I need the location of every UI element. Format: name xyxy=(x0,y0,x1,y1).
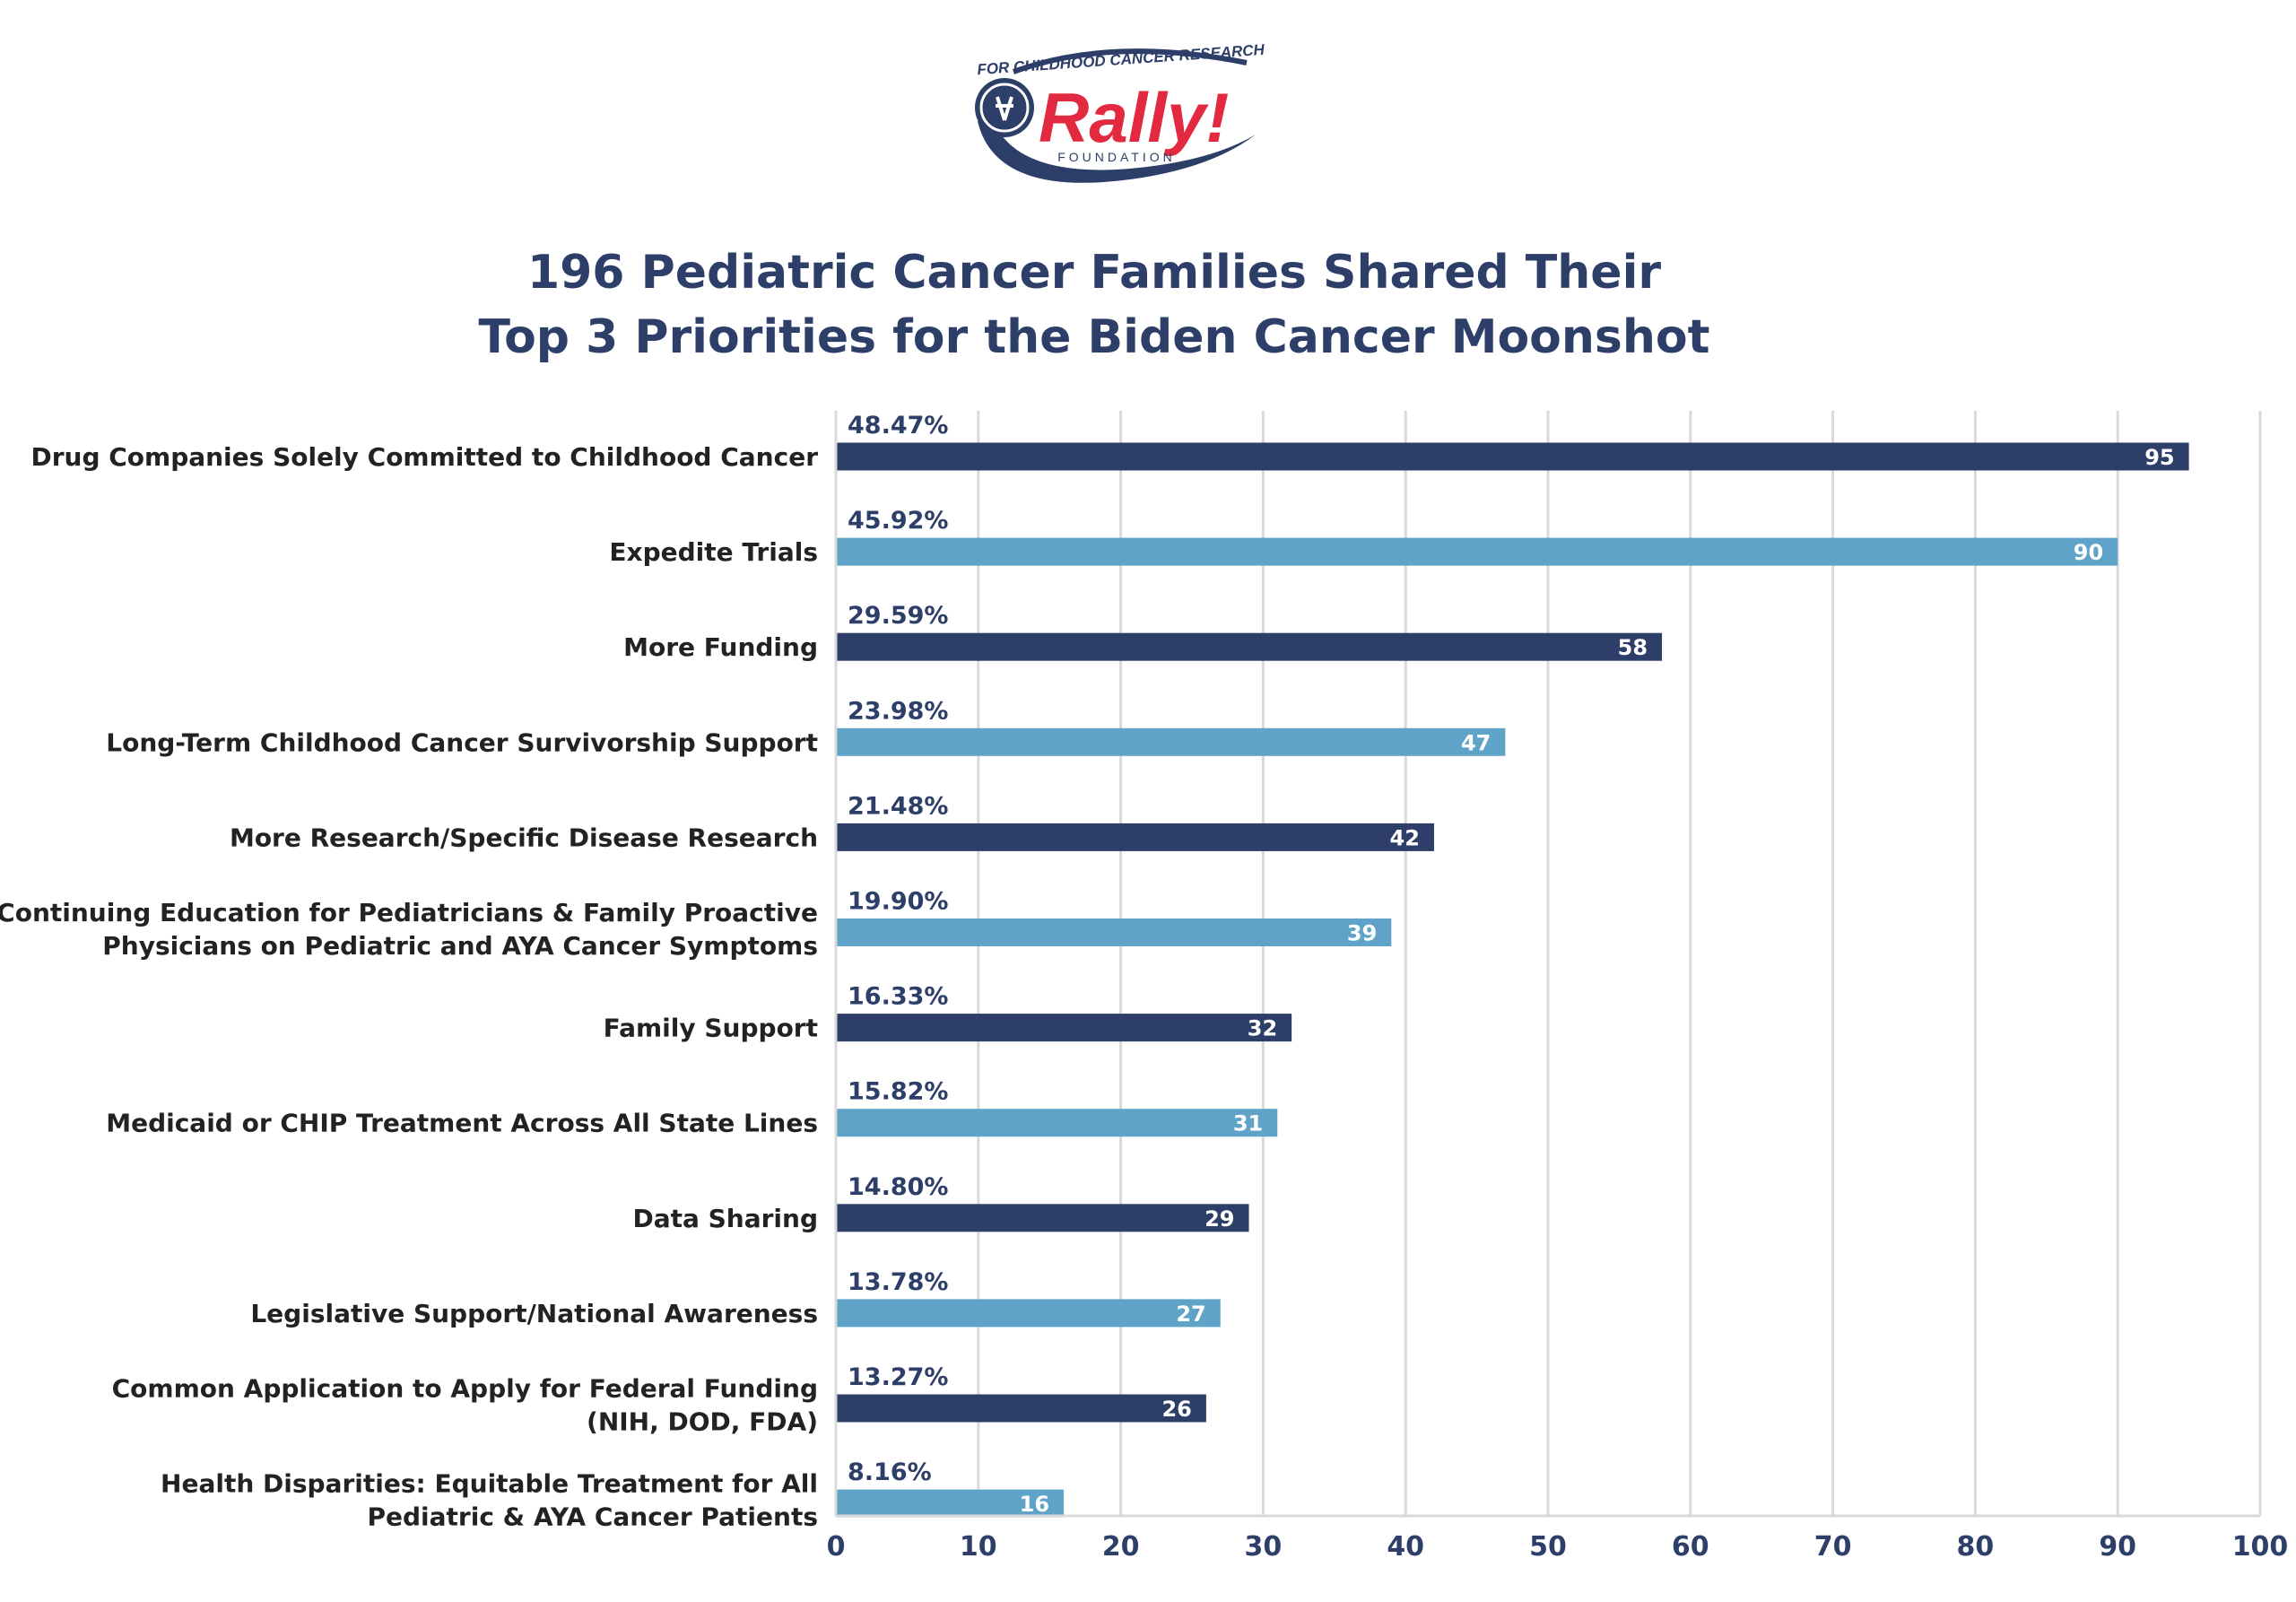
bar xyxy=(836,919,1392,946)
category-label: Common Application to Apply for Federal … xyxy=(112,1374,818,1404)
category-label: Long-Term Childhood Cancer Survivorship … xyxy=(106,727,818,757)
category-label: Expedite Trials xyxy=(609,537,818,567)
bar xyxy=(836,632,1663,661)
bar xyxy=(836,1394,1206,1423)
bar xyxy=(836,442,2189,471)
x-tick-label: 100 xyxy=(2232,1531,2289,1563)
bar-value-label: 90 xyxy=(2074,540,2103,565)
bar xyxy=(836,823,1434,851)
bar xyxy=(836,727,1506,756)
category-label: More Funding xyxy=(623,632,818,662)
bar-value-label: 32 xyxy=(1248,1016,1277,1041)
bar xyxy=(836,1299,1221,1328)
percent-label: 19.90% xyxy=(848,888,948,916)
x-tick-label: 40 xyxy=(1387,1531,1424,1563)
bar-value-label: 31 xyxy=(1233,1111,1263,1136)
percent-label: 23.98% xyxy=(848,697,948,725)
bar xyxy=(836,537,2118,566)
percent-label: 14.80% xyxy=(848,1173,948,1201)
bar-value-label: 42 xyxy=(1390,825,1420,850)
bar xyxy=(836,1489,1065,1518)
bar-value-label: 39 xyxy=(1347,921,1377,946)
category-label: More Research/Specific Disease Research xyxy=(230,823,818,852)
bar-value-label: 29 xyxy=(1205,1206,1234,1232)
category-label: Legislative Support/National Awareness xyxy=(250,1299,818,1328)
x-tick-label: 70 xyxy=(1814,1531,1852,1563)
gridlines xyxy=(977,411,2262,1516)
bar xyxy=(836,1014,1292,1042)
bar-value-label: 26 xyxy=(1161,1397,1191,1422)
bar-value-label: 16 xyxy=(1020,1492,1049,1517)
chart-title: 196 Pediatric Cancer Families Shared The… xyxy=(0,240,2188,370)
x-tick-label: 60 xyxy=(1672,1531,1709,1563)
bar xyxy=(836,1109,1278,1137)
bar-value-label: 58 xyxy=(1618,635,1648,660)
x-tick-label: 80 xyxy=(1957,1531,1995,1563)
logo-wordmark: Rally! xyxy=(1039,78,1229,157)
x-axis: 0 10 20 30 40 50 60 70 80 90 100 xyxy=(827,411,2289,1563)
x-tick-label: 0 xyxy=(827,1531,846,1563)
percent-label: 8.16% xyxy=(848,1458,932,1486)
chart-title-line-2: Top 3 Priorities for the Biden Cancer Mo… xyxy=(478,310,1710,364)
category-label: Pediatric & AYA Cancer Patients xyxy=(368,1502,819,1532)
category-label: Continuing Education for Pediatricians &… xyxy=(0,898,818,927)
percent-label: 16.33% xyxy=(848,983,948,1011)
category-label: Family Support xyxy=(604,1014,818,1043)
x-tick-label: 10 xyxy=(960,1531,997,1563)
logo-arc xyxy=(1012,48,1248,74)
bar-value-label: 27 xyxy=(1176,1302,1205,1327)
category-label: Data Sharing xyxy=(632,1204,818,1233)
x-tick-label: 30 xyxy=(1245,1531,1283,1563)
x-tick-label: 50 xyxy=(1529,1531,1567,1563)
percent-label: 13.78% xyxy=(848,1268,948,1296)
bars: 95 48.47% Drug Companies Solely Committed … xyxy=(0,412,2189,1532)
percent-label: 15.82% xyxy=(848,1078,948,1106)
logo-swoosh xyxy=(978,121,1256,183)
rally-foundation-logo: FOR CHILDHOOD CANCER RESEARCH Rally! FOU… xyxy=(975,41,1265,183)
percent-label: 29.59% xyxy=(848,602,948,630)
category-label: Medicaid or CHIP Treatment Across All St… xyxy=(106,1109,818,1138)
category-label: Health Disparities: Equitable Treatment … xyxy=(161,1469,818,1499)
chart-title-line-1: 196 Pediatric Cancer Families Shared The… xyxy=(526,246,1662,300)
x-tick-label: 90 xyxy=(2099,1531,2136,1563)
bar xyxy=(836,1204,1249,1232)
percent-label: 13.27% xyxy=(848,1363,948,1391)
category-label: Physicians on Pediatric and AYA Cancer S… xyxy=(102,931,818,961)
percent-label: 45.92% xyxy=(848,507,948,535)
percent-label: 21.48% xyxy=(848,792,948,820)
bar-value-label: 95 xyxy=(2144,445,2174,470)
category-label: (NIH, DOD, FDA) xyxy=(587,1407,818,1437)
category-label: Drug Companies Solely Committed to Child… xyxy=(30,442,818,472)
percent-label: 48.47% xyxy=(848,412,948,440)
bar-value-label: 47 xyxy=(1461,730,1491,755)
logo-subtitle: FOUNDATION xyxy=(1057,150,1176,164)
x-tick-label: 20 xyxy=(1102,1531,1140,1563)
